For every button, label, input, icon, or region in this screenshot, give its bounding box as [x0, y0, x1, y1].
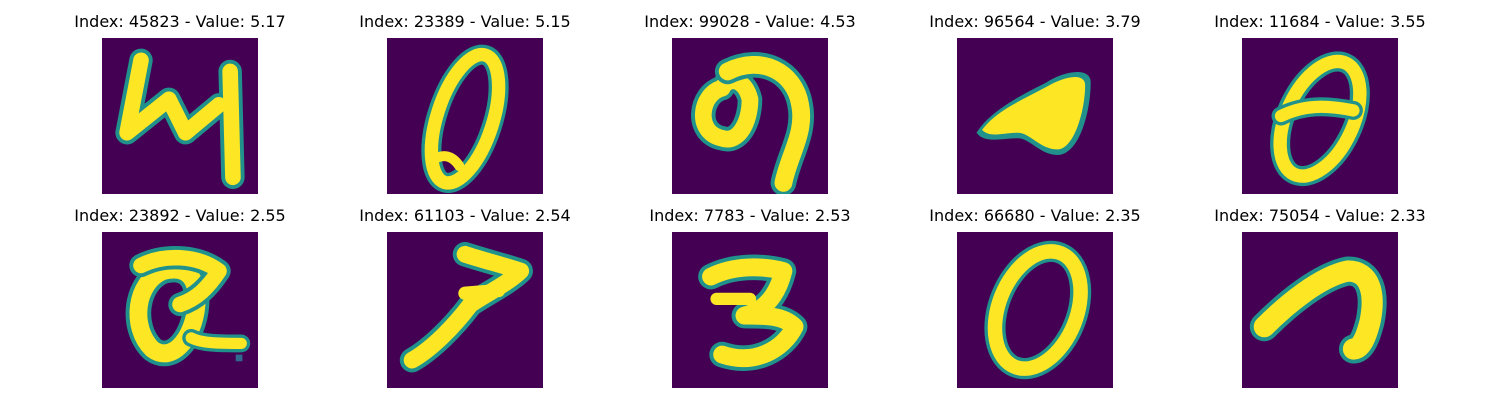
digit-image: [957, 38, 1113, 194]
panel-title: Index: 99028 - Value: 4.53: [644, 12, 856, 31]
digit-image: [102, 38, 258, 194]
digit-image: [387, 38, 543, 194]
panel-title: Index: 75054 - Value: 2.33: [1214, 206, 1426, 225]
digit-image: [102, 232, 258, 388]
digit-image: [1242, 232, 1398, 388]
panel-title: Index: 23389 - Value: 5.15: [359, 12, 571, 31]
digit-image: [1242, 38, 1398, 194]
panel-title: Index: 61103 - Value: 2.54: [359, 206, 571, 225]
digit-image: [672, 38, 828, 194]
digit-image: [672, 232, 828, 388]
panel-title: Index: 66680 - Value: 2.35: [929, 206, 1141, 225]
panel-title: Index: 45823 - Value: 5.17: [74, 12, 286, 31]
panel-title: Index: 7783 - Value: 2.53: [649, 206, 851, 225]
panel-title: Index: 96564 - Value: 3.79: [929, 12, 1141, 31]
digit-image: [387, 232, 543, 388]
panel-title: Index: 11684 - Value: 3.55: [1214, 12, 1426, 31]
panel-title: Index: 23892 - Value: 2.55: [74, 206, 286, 225]
digit-image: [957, 232, 1113, 388]
